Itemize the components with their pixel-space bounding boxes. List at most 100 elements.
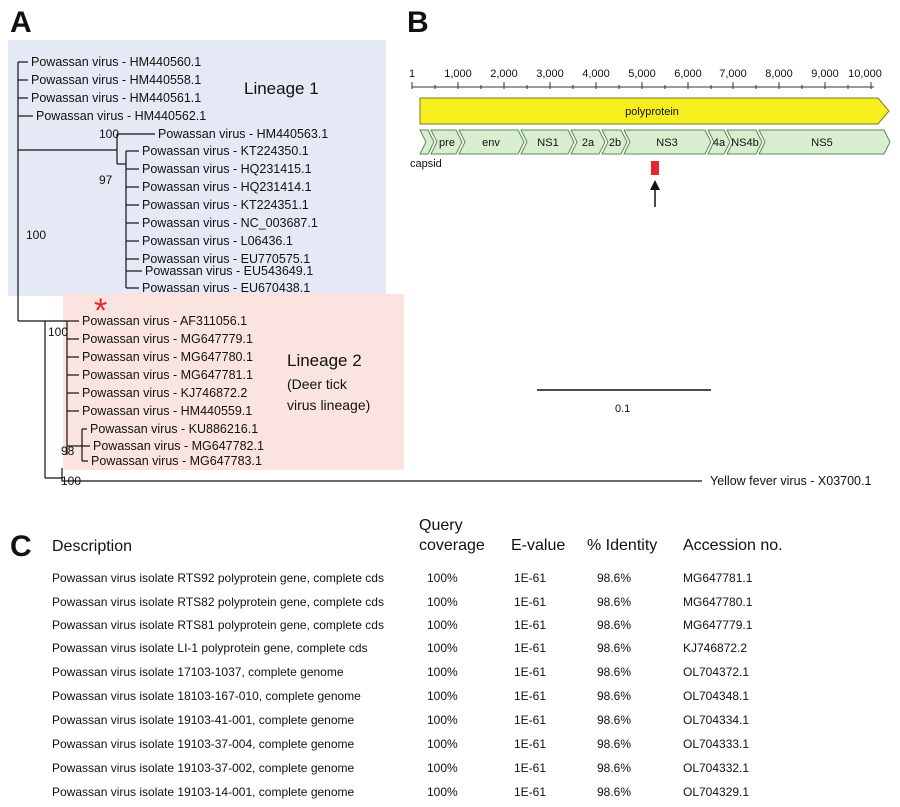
gene-4a — [707, 129, 731, 155]
cell-query-coverage: 100% — [427, 737, 458, 751]
cell-query-coverage: 100% — [427, 618, 458, 632]
taxon-label: Powassan virus - HM440559.1 — [82, 404, 252, 418]
table-row: Powassan virus isolate 17103-1037, compl… — [52, 665, 749, 679]
taxon-label: Powassan virus - HM440563.1 — [158, 127, 328, 141]
lineage2-label: Lineage 2 — [287, 351, 362, 370]
cell-identity: 98.6% — [597, 665, 631, 679]
cell-description: Powassan virus isolate 19103-14-001, com… — [52, 785, 355, 799]
axis-tick-label: 5,000 — [628, 68, 656, 80]
cell-query-coverage: 100% — [427, 785, 458, 799]
cell-description: Powassan virus isolate 19103-37-004, com… — [52, 737, 355, 751]
cell-evalue: 1E-61 — [514, 761, 546, 775]
table-row: Powassan virus isolate 18103-167-010, co… — [52, 689, 749, 703]
table-row: Powassan virus isolate 19103-41-001, com… — [52, 713, 749, 727]
cell-identity: 98.6% — [597, 761, 631, 775]
taxon-label: Powassan virus - MG647780.1 — [82, 350, 253, 364]
taxon-label: Powassan virus - HQ231414.1 — [142, 180, 312, 194]
cell-description: Powassan virus isolate 19103-41-001, com… — [52, 713, 355, 727]
panel-a-letter: A — [10, 6, 32, 39]
tree-branches — [17, 61, 702, 482]
table-row: Powassan virus isolate 19103-37-004, com… — [52, 737, 749, 751]
panel-b: B 1 1,000 2,00 — [407, 6, 891, 207]
cell-identity: 98.6% — [597, 737, 631, 751]
taxon-label: Powassan virus - MG647783.1 — [91, 454, 262, 468]
taxon-label: Powassan virus - MG647781.1 — [82, 368, 253, 382]
cell-accession: OL704329.1 — [683, 785, 749, 799]
taxon-label: Powassan virus - EU770575.1 — [142, 252, 310, 266]
taxon-label: Powassan virus - KU886216.1 — [90, 422, 258, 436]
gene-segments — [419, 129, 891, 155]
gene-label: 2b — [609, 137, 621, 149]
cell-identity: 98.6% — [597, 571, 631, 585]
cell-description: Powassan virus isolate RTS81 polyprotein… — [52, 618, 384, 632]
taxon-labels: Powassan virus - HM440560.1 Powassan vir… — [31, 55, 871, 488]
axis-tick-labels: 1 1,000 2,000 3,000 4,000 5,000 6,000 7,… — [409, 68, 882, 80]
table-body: Powassan virus isolate RTS92 polyprotein… — [52, 571, 753, 799]
bootstrap-values: 100 97 100 100 98 100 — [26, 127, 119, 488]
taxon-label: Powassan virus - HM440562.1 — [36, 109, 206, 123]
panel-a: A Lineage 1 Lineage 2 (Deer tick virus l… — [8, 6, 871, 488]
cell-accession: MG647779.1 — [683, 618, 753, 632]
cell-query-coverage: 100% — [427, 761, 458, 775]
cell-accession: OL704334.1 — [683, 713, 749, 727]
gene-2b — [601, 129, 628, 155]
cell-query-coverage: 100% — [427, 713, 458, 727]
axis-tick-label: 2,000 — [490, 68, 518, 80]
axis-tick-label: 1,000 — [444, 68, 472, 80]
support-value: 97 — [99, 173, 113, 187]
scale-bar-label: 0.1 — [615, 403, 630, 415]
taxon-label: Powassan virus - KJ746872.2 — [82, 386, 247, 400]
cell-evalue: 1E-61 — [514, 713, 546, 727]
cell-accession: OL704333.1 — [683, 737, 749, 751]
gene-ns5 — [758, 129, 891, 155]
cell-identity: 98.6% — [597, 618, 631, 632]
cell-identity: 98.6% — [597, 689, 631, 703]
taxon-label: Yellow fever virus - X03700.1 — [710, 474, 871, 488]
support-value: 100 — [61, 474, 81, 488]
axis-tick-label: 7,000 — [719, 68, 747, 80]
cell-accession: KJ746872.2 — [683, 641, 747, 655]
cell-query-coverage: 100% — [427, 571, 458, 585]
cell-evalue: 1E-61 — [514, 665, 546, 679]
lineage1-label: Lineage 1 — [244, 79, 319, 98]
gene-label: 4a — [713, 137, 726, 149]
axis-tick-label: 9,000 — [811, 68, 839, 80]
cell-accession: OL704348.1 — [683, 689, 749, 703]
sequence-marker — [651, 161, 659, 175]
cell-accession: MG647780.1 — [683, 595, 753, 609]
cell-accession: OL704332.1 — [683, 761, 749, 775]
cell-query-coverage: 100% — [427, 689, 458, 703]
panel-c: C Description Query coverage E-value % I… — [10, 517, 783, 799]
cell-description: Powassan virus isolate LI-1 polyprotein … — [52, 641, 368, 655]
table-header: Description Query coverage E-value % Ide… — [52, 517, 783, 555]
column-header-accession: Accession no. — [683, 537, 783, 554]
lineage2-subtitle-2: virus lineage) — [287, 397, 370, 413]
gene-ns4b — [726, 129, 763, 155]
cell-description: Powassan virus isolate RTS82 polyprotein… — [52, 595, 384, 609]
axis-tick-label: 1 — [409, 68, 415, 80]
lineage1-background — [8, 40, 386, 296]
cell-identity: 98.6% — [597, 641, 631, 655]
taxon-label: Powassan virus - HM440560.1 — [31, 55, 201, 69]
column-header-query-coverage-line2: coverage — [419, 537, 485, 554]
table-row: Powassan virus isolate 19103-14-001, com… — [52, 785, 749, 799]
taxon-label: Powassan virus - KT224350.1 — [142, 144, 309, 158]
taxon-label: Powassan virus - HM440561.1 — [31, 91, 201, 105]
cell-evalue: 1E-61 — [514, 595, 546, 609]
column-header-identity: % Identity — [587, 537, 657, 554]
cell-description: Powassan virus isolate RTS92 polyprotein… — [52, 571, 384, 585]
gene-env — [458, 129, 525, 155]
gene-label: env — [482, 137, 500, 149]
axis-tick-label: 3,000 — [536, 68, 564, 80]
column-header-description: Description — [52, 538, 132, 555]
gene-label: pre — [439, 137, 455, 149]
taxon-label: Powassan virus - HM440558.1 — [31, 73, 201, 87]
table-row: Powassan virus isolate 19103-37-002, com… — [52, 761, 749, 775]
axis-tick-label: 10,000 — [848, 68, 882, 80]
gene-pre — [430, 129, 463, 155]
cell-evalue: 1E-61 — [514, 785, 546, 799]
taxon-label: Powassan virus - HQ231415.1 — [142, 162, 312, 176]
marker-arrow-icon — [650, 180, 660, 207]
taxon-label: Powassan virus - L06436.1 — [142, 234, 293, 248]
